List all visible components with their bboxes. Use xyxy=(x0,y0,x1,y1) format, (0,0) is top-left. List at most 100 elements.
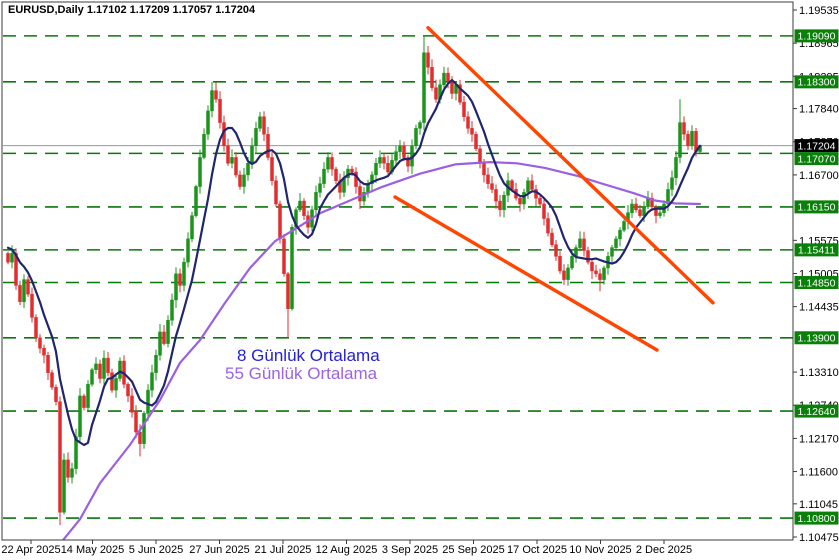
candle-body-down xyxy=(302,200,306,216)
candle-body-up xyxy=(166,320,170,344)
date-tick-label: 5 Jun 2025 xyxy=(129,544,183,556)
candle-body-down xyxy=(262,116,266,135)
date-tick-label: 27 Jun 2025 xyxy=(189,544,250,556)
level-badge-1.19090 xyxy=(794,29,839,43)
candle-body-down xyxy=(218,99,222,123)
candle-body-down xyxy=(270,157,274,181)
level-badge-1.16150 xyxy=(794,200,839,214)
candle-body-up xyxy=(658,212,662,216)
candle-body-up xyxy=(618,229,622,240)
candle-body-down xyxy=(106,357,110,373)
candle-body-up xyxy=(94,363,98,371)
ma8-polyline xyxy=(6,78,702,447)
candle-body-down xyxy=(66,459,70,478)
candle-body-up xyxy=(414,128,418,147)
candle-body-down xyxy=(34,317,38,339)
candle-body-up xyxy=(90,369,94,385)
candle-body-up xyxy=(578,238,582,248)
date-tick-label: 12 Aug 2025 xyxy=(316,544,378,556)
candle-body-down xyxy=(598,273,602,280)
date-tick-label: 22 Apr 2025 xyxy=(1,544,60,556)
date-tick-label: 3 Sep 2025 xyxy=(382,544,438,556)
candle-body-up xyxy=(70,468,74,478)
badge-label: 1.15411 xyxy=(798,245,835,257)
candle-body-down xyxy=(26,279,30,295)
candle-body-down xyxy=(582,238,586,251)
candle-body-down xyxy=(274,180,278,205)
candle-body-down xyxy=(134,411,138,433)
candle-body-up xyxy=(182,261,186,286)
candle-body-down xyxy=(226,145,230,164)
date-tick-label: 17 Oct 2025 xyxy=(507,544,567,556)
candle-body-down xyxy=(518,197,522,205)
ma55-polyline xyxy=(61,161,702,540)
candle-body-down xyxy=(334,168,338,181)
candle-body-up xyxy=(570,256,574,269)
candle-body-down xyxy=(50,372,54,388)
candle-body-up xyxy=(10,253,14,263)
candle-body-up xyxy=(622,221,626,231)
candle-body-up xyxy=(230,157,234,164)
candle-body-up xyxy=(318,183,322,193)
candle-body-down xyxy=(470,128,474,135)
date-tick-label: 2 Dec 2025 xyxy=(636,544,692,556)
badge-label: 1.17070 xyxy=(798,153,836,165)
candle-body-up xyxy=(22,279,26,302)
candle-body-down xyxy=(402,145,406,158)
level-badge-1.14850 xyxy=(794,276,839,290)
date-tick-label: 25 Sep 2025 xyxy=(442,544,504,556)
candle-body-up xyxy=(314,192,318,211)
plot-area[interactable] xyxy=(2,2,793,540)
candle-body-down xyxy=(286,273,290,309)
level-badge-1.13900 xyxy=(794,331,839,345)
candle-body-down xyxy=(458,84,462,103)
candle-body-up xyxy=(502,195,506,211)
candle-body-up xyxy=(158,331,162,356)
candle-body-down xyxy=(654,206,658,216)
candle-body-up xyxy=(142,413,146,444)
candle-body-up xyxy=(210,90,214,112)
candle-body-up xyxy=(290,227,294,309)
annotation-ma55-label: 55 Günlük Ortalama xyxy=(225,364,378,383)
candle-body-down xyxy=(634,203,638,211)
candle-body-up xyxy=(190,215,194,240)
candle-body-up xyxy=(194,186,198,216)
candle-body-down xyxy=(6,253,10,263)
time-axis[interactable]: 22 Apr 2025 14 May 2025 5 Jun 2025 27 Jun 2… xyxy=(1,540,692,556)
candle-body-down xyxy=(266,133,270,158)
candle-body-down xyxy=(82,395,86,408)
current-price-badge xyxy=(794,139,839,153)
candle-body-down xyxy=(594,270,598,275)
candle-body-up xyxy=(370,174,374,184)
candle-body-up xyxy=(442,72,446,85)
candle-body-up xyxy=(322,168,326,184)
candle-body-down xyxy=(554,244,558,257)
badge-label: 1.19090 xyxy=(798,31,836,43)
candle-body-down xyxy=(586,250,590,263)
candle-body-down xyxy=(126,384,130,397)
candle-body-down xyxy=(426,52,430,68)
candle-body-down xyxy=(682,122,686,135)
candle-body-up xyxy=(86,384,90,408)
candle-body-down xyxy=(130,395,134,413)
candle-body-down xyxy=(98,363,102,379)
chart-title-quote: EURUSD,Daily 1.17102 1.17209 1.17057 1.1… xyxy=(8,4,256,16)
candle-body-down xyxy=(138,431,142,444)
candle-body-down xyxy=(650,197,654,208)
candle-body-up xyxy=(670,177,674,190)
candle-body-up xyxy=(526,180,530,193)
candle-body-up xyxy=(678,122,682,158)
candle-body-down xyxy=(178,273,182,286)
candle-body-down xyxy=(546,218,550,234)
date-tick-label: 21 Jul 2025 xyxy=(255,544,312,556)
candle-body-down xyxy=(46,354,50,373)
candle-body-up xyxy=(690,131,694,147)
support-resistance-lines xyxy=(3,35,793,519)
candle-body-up xyxy=(78,395,82,437)
plot-frame xyxy=(1,1,794,541)
candle-body-down xyxy=(234,157,238,176)
trendlines xyxy=(393,26,715,352)
candle-body-up xyxy=(610,247,614,257)
